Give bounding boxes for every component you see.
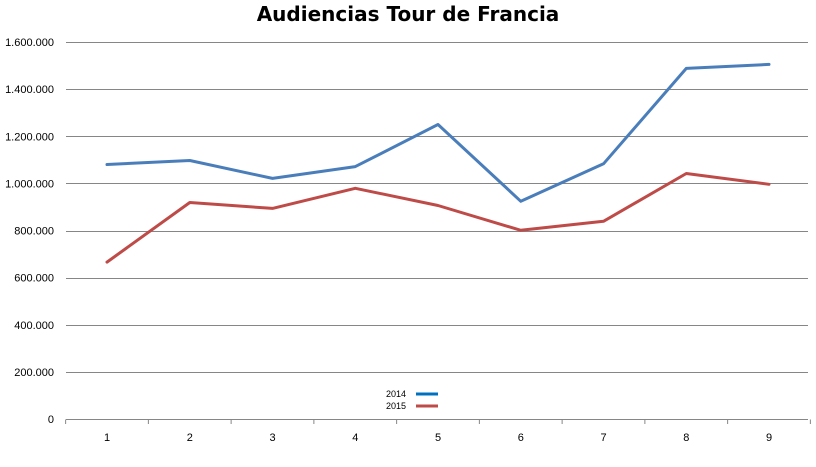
chart-title: Audiencias Tour de Francia (256, 2, 560, 26)
x-tick-label: 3 (269, 432, 275, 444)
y-tick-label: 200.000 (14, 367, 54, 379)
y-tick-label: 1.000.000 (5, 178, 54, 190)
y-tick-label: 0 (48, 414, 54, 426)
y-tick-label: 800.000 (14, 226, 54, 238)
x-tick-label: 8 (683, 432, 689, 444)
x-tick-label: 5 (435, 432, 441, 444)
x-tick-label: 6 (518, 432, 524, 444)
y-tick-label: 1.400.000 (5, 84, 54, 96)
legend-label-2014: 2014 (386, 389, 406, 399)
y-tick-label: 1.200.000 (5, 131, 54, 143)
y-tick-label: 400.000 (14, 320, 54, 332)
x-tick-label: 1 (104, 432, 110, 444)
x-tick-label: 9 (766, 432, 772, 444)
x-tick-label: 4 (352, 432, 358, 444)
x-tick-label: 7 (600, 432, 606, 444)
x-tick-label: 2 (187, 432, 193, 444)
y-tick-label: 1.600.000 (5, 37, 54, 49)
y-tick-label: 600.000 (14, 273, 54, 285)
series-line-2014 (105, 62, 771, 203)
legend-label-2015: 2015 (386, 401, 406, 411)
series-line-2015 (105, 172, 771, 264)
